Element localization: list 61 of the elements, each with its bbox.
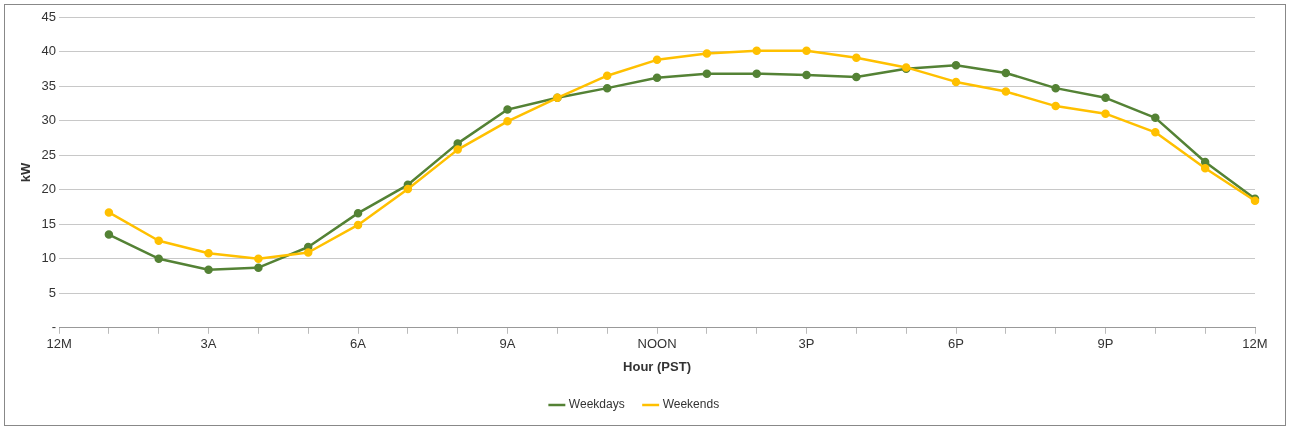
point — [702, 49, 712, 58]
legend-label: Weekdays — [568, 397, 625, 412]
x-axis-title: Hour (PST) — [623, 358, 691, 374]
x-tick-label: 12M — [46, 336, 72, 352]
point — [254, 263, 263, 272]
point — [602, 71, 612, 80]
point — [802, 46, 811, 56]
point — [204, 248, 213, 258]
point — [951, 77, 961, 87]
point — [254, 254, 263, 263]
point — [752, 69, 761, 78]
y-tick-label: - — [51, 319, 57, 335]
point — [802, 70, 811, 80]
x-tick-label: 6P — [948, 336, 964, 352]
x-tick-label: 12M — [1242, 336, 1268, 352]
point — [503, 117, 512, 126]
point — [1101, 109, 1110, 118]
y-tick-label: 40 — [41, 43, 57, 59]
y-tick-label: 20 — [41, 181, 57, 197]
point — [453, 145, 462, 154]
x-tick-label: 3A — [200, 336, 217, 352]
x-tick-label: 3P — [798, 336, 815, 352]
x-tick-label: 9A — [499, 336, 516, 352]
y-tick-label: 15 — [41, 215, 57, 231]
y-tick-label: 10 — [41, 250, 57, 266]
x-tick-label: NOON — [637, 336, 677, 352]
y-axis-title: kW — [18, 161, 34, 183]
point — [403, 184, 413, 194]
y-tick-label: 45 — [41, 8, 57, 24]
point — [1101, 93, 1110, 103]
point — [852, 53, 861, 62]
point — [104, 208, 114, 217]
point — [1151, 113, 1160, 123]
point — [154, 254, 163, 263]
x-tick-label: 9P — [1097, 336, 1114, 352]
y-tick-label: 5 — [48, 284, 57, 300]
point — [1151, 128, 1160, 137]
point — [652, 73, 662, 83]
y-tick-label: 35 — [41, 77, 57, 93]
point — [951, 61, 961, 70]
legend-label: Weekends — [662, 397, 720, 412]
point — [1051, 101, 1060, 111]
point — [353, 220, 363, 230]
point — [503, 105, 512, 114]
point — [752, 46, 761, 56]
point — [154, 236, 163, 246]
x-tick-label: 6A — [350, 336, 367, 352]
point — [1001, 68, 1011, 78]
point — [1001, 87, 1011, 96]
point — [204, 265, 213, 275]
point — [602, 83, 612, 93]
point — [1200, 164, 1210, 173]
point — [303, 248, 313, 257]
point — [104, 230, 114, 239]
point — [652, 55, 662, 65]
y-tick-label: 30 — [41, 112, 57, 128]
point — [353, 208, 363, 218]
point — [1051, 83, 1060, 93]
point — [702, 69, 712, 78]
y-tick-label: 25 — [41, 146, 57, 162]
point — [852, 72, 861, 82]
